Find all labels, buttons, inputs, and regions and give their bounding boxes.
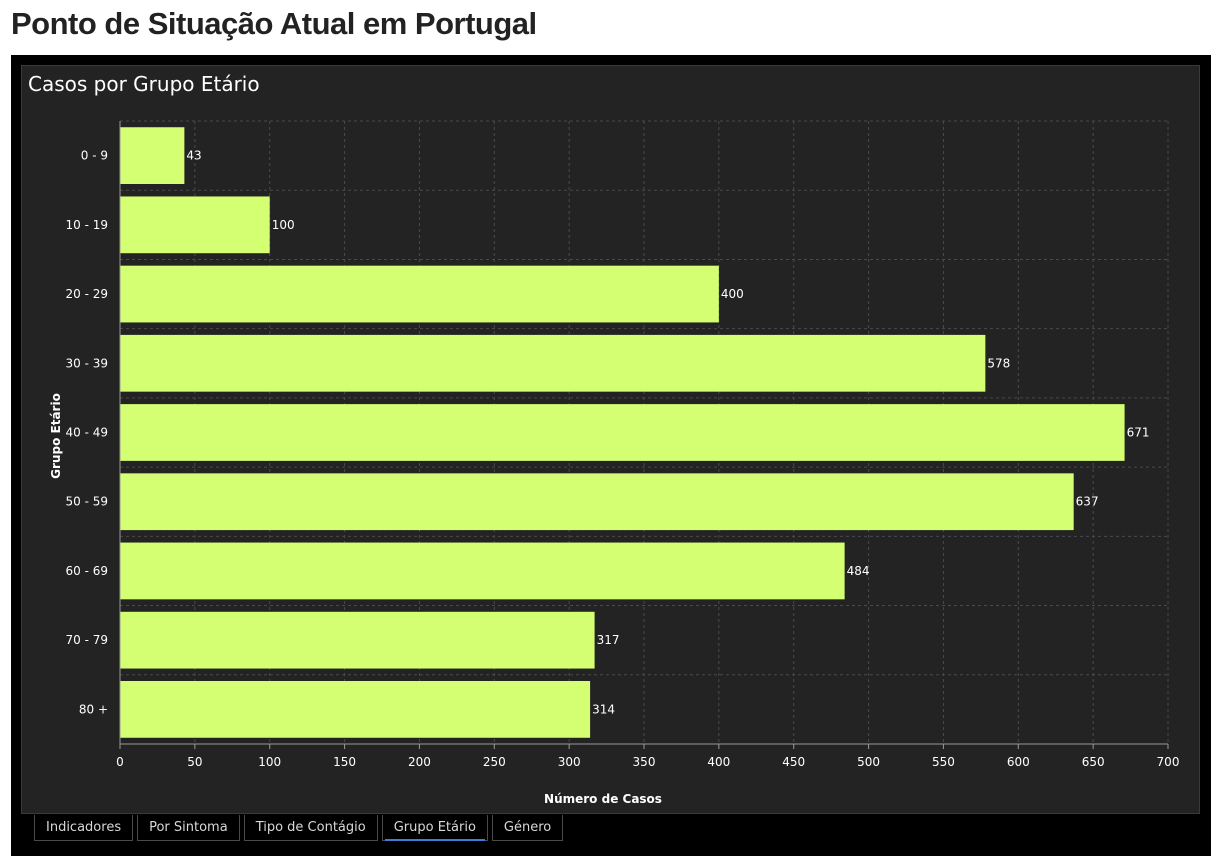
data-label: 671: [1127, 426, 1150, 440]
y-tick-label: 30 - 39: [66, 356, 109, 370]
bar: [120, 404, 1125, 461]
data-label: 484: [847, 564, 870, 578]
x-tick-label: 0: [116, 755, 124, 769]
x-tick-label: 550: [932, 755, 955, 769]
y-tick-label: 80 +: [79, 702, 108, 716]
data-label: 317: [597, 633, 620, 647]
tab-bar: Indicadores Por Sintoma Tipo de Contágio Gr…: [34, 815, 567, 843]
tab-por-sintoma[interactable]: Por Sintoma: [137, 815, 240, 841]
data-label: 637: [1076, 495, 1099, 509]
data-label: 400: [721, 287, 744, 301]
bar: [120, 611, 595, 669]
x-tick-label: 600: [1007, 755, 1030, 769]
bar: [120, 681, 591, 738]
x-tick-label: 650: [1082, 755, 1105, 769]
tab-indicadores[interactable]: Indicadores: [34, 815, 134, 841]
data-label: 100: [272, 218, 295, 232]
bar: [120, 542, 845, 600]
x-tick-label: 400: [707, 755, 730, 769]
bar: [120, 196, 270, 254]
y-tick-label: 20 - 29: [66, 287, 109, 301]
x-tick-label: 700: [1157, 755, 1180, 769]
x-tick-label: 300: [558, 755, 581, 769]
tab-grupo-etário[interactable]: Grupo Etário: [381, 815, 488, 841]
y-tick-label: 50 - 59: [66, 495, 109, 509]
bar-chart: 43 100 400 578 671 637 484 317 314 0 - 9 10 - 19 2…: [49, 120, 1180, 806]
bar-layer: 43 100 400 578 671 637 484 317 314: [120, 127, 1149, 738]
dashboard: Casos por Grupo Etário 43 100 400 578 671 637…: [11, 55, 1211, 856]
data-label: 314: [592, 702, 615, 716]
bar: [120, 473, 1074, 531]
x-tick-label: 350: [633, 755, 656, 769]
x-tick-label: 450: [782, 755, 805, 769]
y-axis-title: Grupo Etário: [49, 393, 63, 479]
x-tick-label: 500: [857, 755, 880, 769]
x-tick-label: 200: [408, 755, 431, 769]
bar: [120, 127, 185, 184]
data-label: 578: [987, 356, 1010, 370]
axis-layer: 0 - 9 10 - 19 20 - 29 30 - 39 40 - 49 50 - 59…: [66, 121, 1180, 769]
tab-género[interactable]: Género: [491, 815, 564, 841]
chart-panel: Casos por Grupo Etário 43 100 400 578 671 637…: [21, 65, 1200, 814]
data-label: 43: [186, 149, 201, 163]
y-tick-label: 70 - 79: [66, 633, 109, 647]
page-title: Ponto de Situação Atual em Portugal: [11, 6, 537, 41]
x-tick-label: 250: [483, 755, 506, 769]
y-tick-label: 60 - 69: [66, 564, 109, 578]
y-tick-label: 0 - 9: [81, 149, 108, 163]
panel-title: Casos por Grupo Etário: [28, 72, 260, 96]
bar: [120, 334, 986, 392]
x-axis-title: Número de Casos: [544, 792, 662, 806]
x-tick-label: 100: [258, 755, 281, 769]
y-tick-label: 40 - 49: [66, 426, 109, 440]
bar: [120, 265, 719, 323]
y-tick-label: 10 - 19: [66, 218, 109, 232]
x-tick-label: 50: [187, 755, 202, 769]
x-tick-label: 150: [333, 755, 356, 769]
tab-tipo-de-contágio[interactable]: Tipo de Contágio: [243, 815, 378, 841]
